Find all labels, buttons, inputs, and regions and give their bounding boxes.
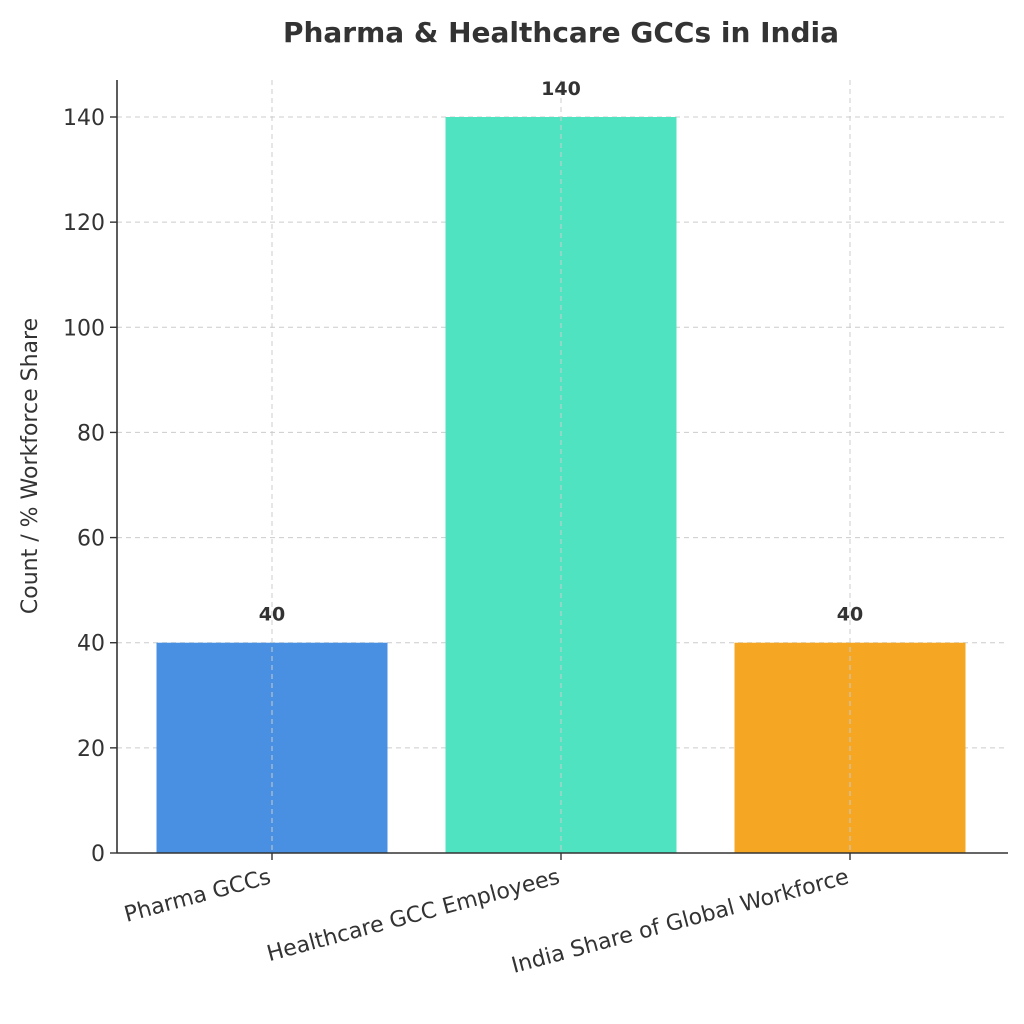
- y-axis-ticks: 0 20 40 60 80 100 120 140: [63, 106, 117, 867]
- data-label: 40: [837, 604, 863, 626]
- data-labels: 40 140 40: [259, 78, 863, 626]
- data-label: 40: [259, 604, 285, 626]
- axes: [116, 80, 1008, 854]
- data-label: 140: [541, 78, 581, 100]
- y-tick-label: 120: [63, 211, 105, 236]
- chart-title: Pharma & Healthcare GCCs in India: [283, 16, 839, 49]
- y-tick-label: 20: [77, 737, 105, 762]
- bars: [156, 80, 966, 853]
- y-axis-label: Count / % Workforce Share: [18, 318, 43, 614]
- y-tick-label: 60: [77, 527, 105, 552]
- y-tick-label: 0: [91, 842, 105, 867]
- y-tick-label: 80: [77, 421, 105, 446]
- y-tick-label: 40: [77, 632, 105, 657]
- x-tick-label: Pharma GCCs: [122, 865, 274, 928]
- y-tick-label: 100: [63, 316, 105, 341]
- y-tick-label: 140: [63, 106, 105, 131]
